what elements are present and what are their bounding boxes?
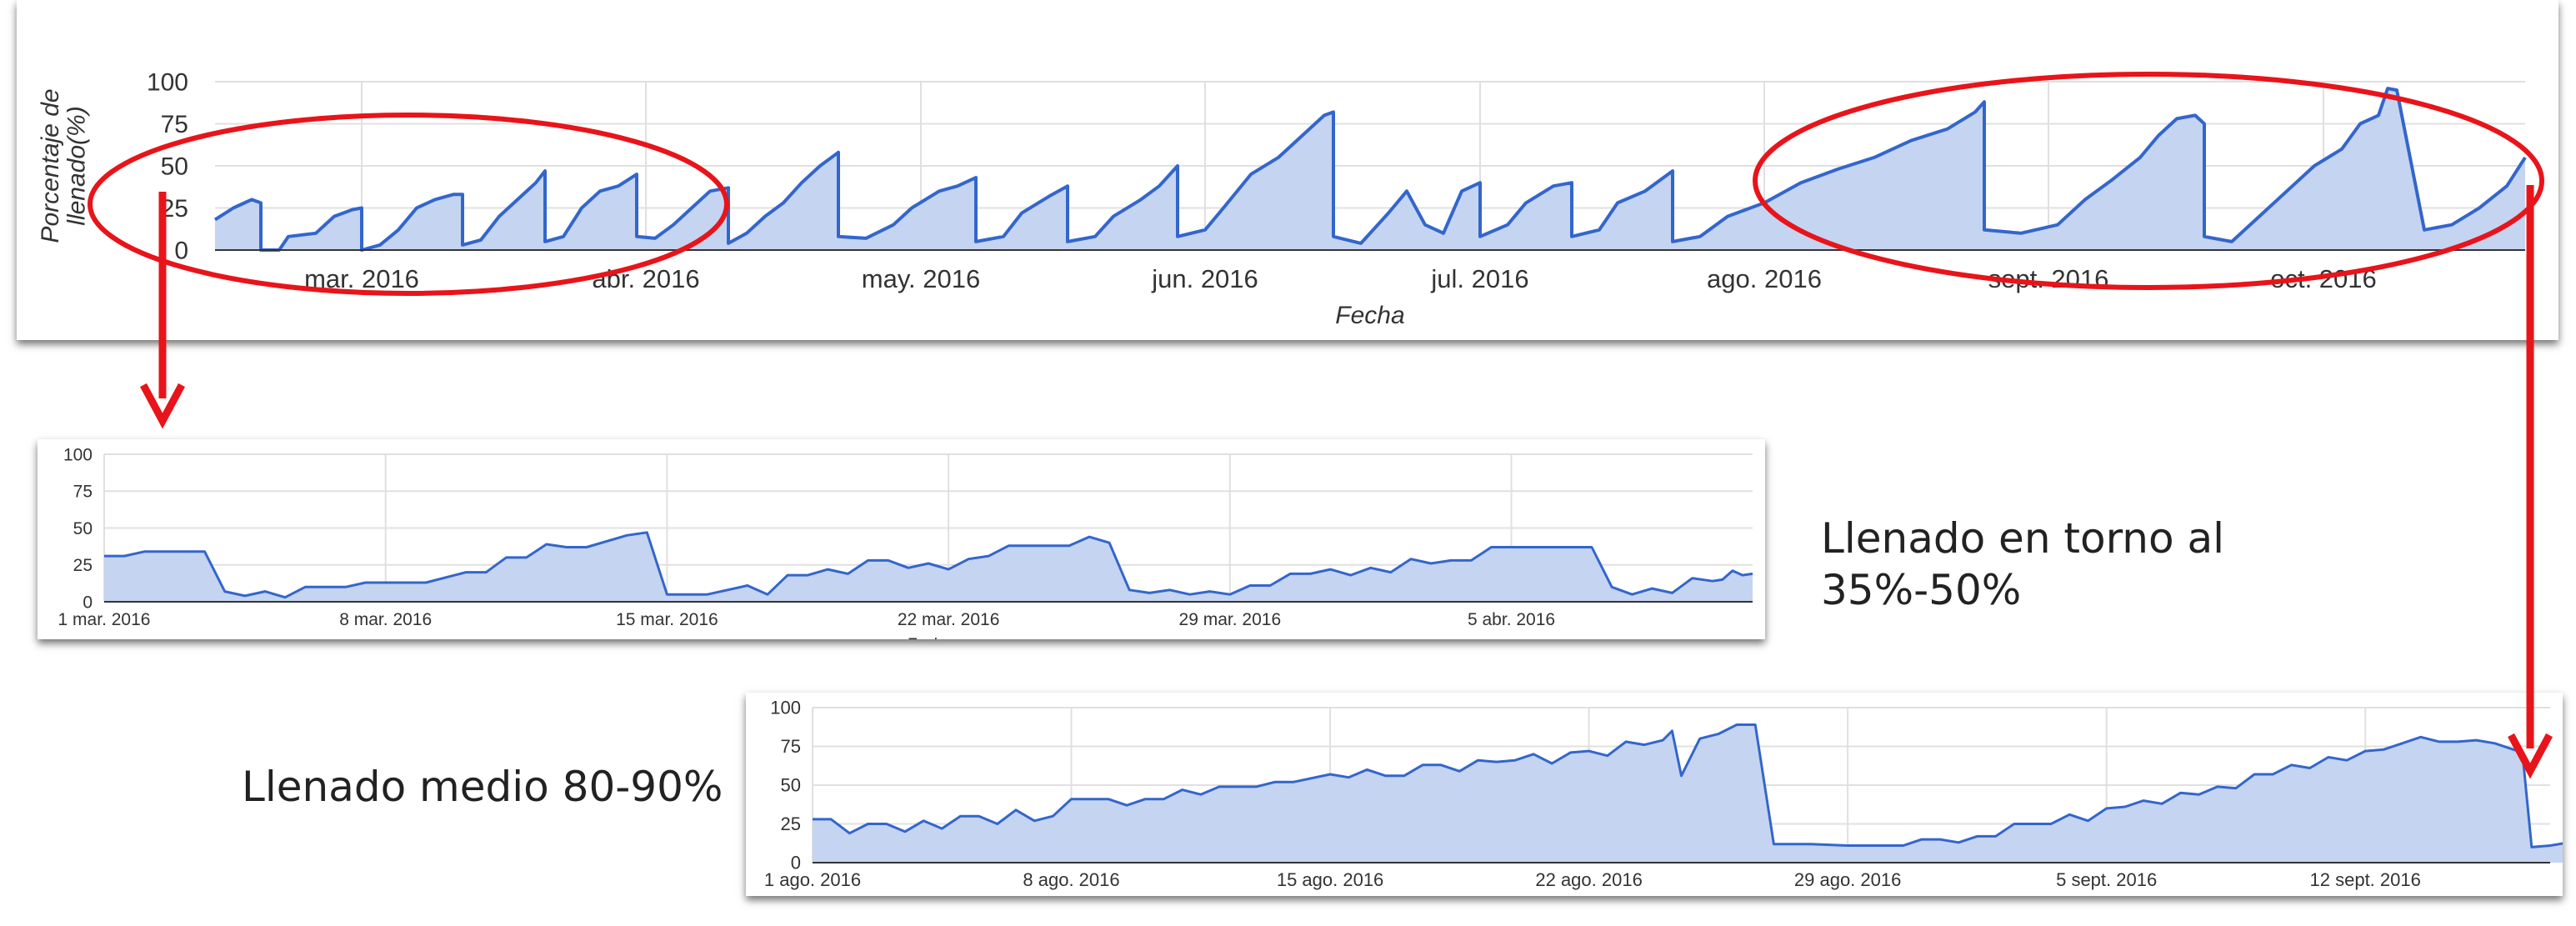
x-tick-label: 22 ago. 2016 xyxy=(1535,869,1642,890)
y-axis-title-line: Porcentaje de xyxy=(37,88,64,243)
y-tick-label: 75 xyxy=(781,736,801,757)
chart-zoom-march-plot: 0 25 50 75 100 1 mar. 2016 8 mar. 2016 15 mar. … xyxy=(58,445,1753,639)
series-line xyxy=(104,531,1753,599)
average-fill-annotation: Llenado medio 80-90% xyxy=(242,763,723,811)
x-tick-label: 12 sept. 2016 xyxy=(2310,869,2421,890)
y-tick-label: 100 xyxy=(147,69,188,97)
chart-zoom-august: 0 25 50 75 100 1 ago. 2016 8 ago. 2016 15 ago. … xyxy=(746,693,2563,896)
series-line xyxy=(213,87,2527,252)
x-axis-title: Fecha xyxy=(1659,894,1703,896)
y-tick-label: 25 xyxy=(73,556,93,575)
series-line xyxy=(813,723,2563,848)
y-tick-label: 0 xyxy=(791,853,801,873)
series-area xyxy=(215,88,2525,250)
arrow-right-head xyxy=(2508,733,2553,779)
x-tick-label: ago. 2016 xyxy=(1707,264,1822,293)
chart-zoom-march: 0 25 50 75 100 1 mar. 2016 8 mar. 2016 15 mar. … xyxy=(38,439,1765,639)
x-tick-label: 1 mar. 2016 xyxy=(58,610,151,629)
x-tick-label: 5 abr. 2016 xyxy=(1468,610,1555,629)
highlight-ellipse-right xyxy=(1753,72,2544,290)
chart-zoom-august-plot: 0 25 50 75 100 1 ago. 2016 8 ago. 2016 15 ago. … xyxy=(764,698,2563,896)
x-tick-label: 29 mar. 2016 xyxy=(1179,610,1282,629)
x-axis-title: Fecha xyxy=(907,636,951,639)
chart-full-period: 0 25 50 75 100 mar. 2016 abr. 2016 may. 2016 jun… xyxy=(17,0,2558,340)
y-tick-label: 50 xyxy=(781,775,801,796)
x-tick-label: 8 mar. 2016 xyxy=(339,610,432,629)
x-tick-label: 5 sept. 2016 xyxy=(2056,869,2157,890)
x-tick-label: 29 ago. 2016 xyxy=(1794,869,1901,890)
y-axis-title-line: llenado(%) xyxy=(63,106,91,225)
x-tick-label: jul. 2016 xyxy=(1430,264,1528,293)
x-tick-label: 15 ago. 2016 xyxy=(1277,869,1383,890)
x-tick-label: jun. 2016 xyxy=(1151,264,1258,293)
series-area xyxy=(813,724,2563,863)
y-tick-label: 100 xyxy=(63,445,93,464)
y-tick-label: 75 xyxy=(161,111,188,138)
y-tick-label: 50 xyxy=(73,519,93,538)
x-tick-label: 1 ago. 2016 xyxy=(764,869,861,890)
y-tick-label: 25 xyxy=(781,813,801,834)
y-tick-label: 100 xyxy=(770,698,801,718)
x-tick-label: 22 mar. 2016 xyxy=(898,610,1000,629)
y-tick-label: 75 xyxy=(73,483,93,502)
x-tick-label: 15 mar. 2016 xyxy=(616,610,718,629)
x-axis-title: Fecha xyxy=(1335,302,1404,329)
y-tick-label: 0 xyxy=(83,593,93,612)
x-tick-label: may. 2016 xyxy=(862,264,980,293)
x-tick-label: 8 ago. 2016 xyxy=(1023,869,1119,890)
y-tick-label: 50 xyxy=(161,153,188,181)
highlight-ellipse-left xyxy=(88,113,729,296)
fill-range-annotation: Llenado en torno al 35%-50% xyxy=(1821,514,2224,614)
series-area xyxy=(104,532,1753,602)
y-tick-label: 0 xyxy=(174,238,188,265)
x-tick-label: abr. 2016 xyxy=(592,264,699,293)
arrow-left-head xyxy=(140,383,185,429)
